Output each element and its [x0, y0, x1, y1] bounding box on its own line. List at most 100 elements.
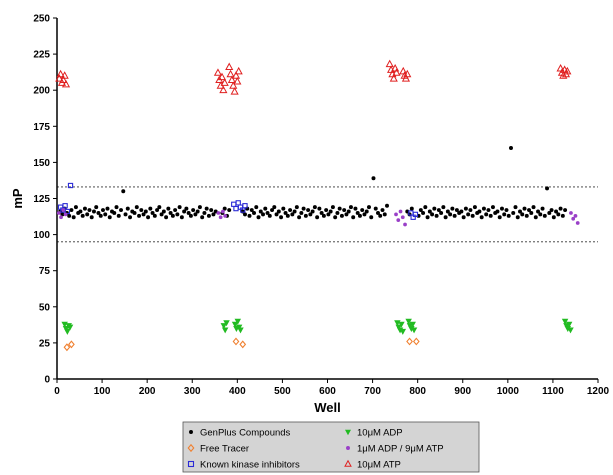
data-point — [132, 210, 137, 215]
data-point — [125, 206, 130, 211]
data-point — [223, 320, 230, 327]
data-point — [98, 213, 103, 218]
data-point — [529, 210, 534, 215]
data-point — [73, 205, 78, 210]
data-point — [369, 215, 374, 220]
data-point — [155, 208, 160, 213]
data-point — [520, 212, 525, 217]
data-point — [378, 213, 383, 218]
data-point — [364, 209, 369, 214]
data-point — [78, 209, 83, 214]
data-point — [506, 213, 511, 218]
data-point — [230, 87, 239, 95]
data-point — [150, 210, 155, 215]
data-point — [276, 209, 281, 214]
y-tick-label: 0 — [44, 375, 50, 386]
data-point — [399, 328, 407, 335]
data-point — [405, 318, 412, 325]
x-tick-label: 800 — [409, 386, 426, 397]
data-point — [80, 213, 85, 218]
data-point — [101, 208, 105, 213]
data-point — [421, 210, 426, 215]
data-point — [409, 206, 414, 211]
data-point — [328, 209, 333, 214]
data-point — [324, 208, 329, 213]
data-point — [389, 74, 398, 82]
data-point — [116, 213, 121, 218]
data-point — [233, 205, 239, 212]
data-point — [71, 215, 76, 220]
data-point — [173, 208, 178, 213]
data-point — [68, 340, 75, 349]
series-1 — [63, 337, 420, 352]
data-point — [274, 212, 279, 217]
data-point — [297, 215, 302, 220]
data-point — [536, 209, 541, 214]
x-tick-label: 1000 — [497, 386, 520, 397]
data-point — [137, 213, 142, 218]
x-tick-label: 500 — [274, 386, 291, 397]
data-point — [87, 208, 92, 213]
data-point — [531, 205, 536, 210]
data-point — [575, 221, 580, 225]
data-point — [461, 215, 466, 220]
data-point — [56, 211, 61, 215]
data-point — [121, 189, 126, 194]
y-tick-label: 225 — [33, 50, 50, 61]
data-point — [394, 212, 398, 217]
legend-marker — [346, 446, 350, 450]
data-point — [560, 213, 565, 218]
legend-marker — [187, 443, 195, 453]
data-point — [466, 212, 471, 217]
data-point — [527, 208, 532, 213]
data-point — [123, 212, 128, 217]
y-tick-label: 100 — [33, 230, 50, 241]
data-point — [243, 212, 247, 217]
legend-item: 10μM ADP — [345, 428, 403, 439]
data-point — [561, 318, 569, 325]
series-4 — [56, 208, 580, 227]
data-point — [308, 212, 313, 217]
data-point — [463, 206, 468, 211]
data-point — [366, 205, 371, 210]
data-point — [211, 212, 216, 217]
data-point — [64, 208, 71, 215]
legend-label: Free Tracer — [200, 444, 249, 455]
x-tick-label: 300 — [184, 386, 201, 397]
data-point — [209, 208, 214, 213]
y-tick-label: 150 — [33, 158, 50, 169]
data-point — [551, 215, 556, 220]
x-tick-label: 700 — [364, 386, 381, 397]
legend-label: GenPlus Compounds — [200, 428, 291, 439]
y-tick-label: 50 — [39, 302, 51, 313]
data-point — [432, 206, 437, 211]
data-point — [406, 337, 413, 346]
y-tick-label: 75 — [39, 266, 51, 277]
data-point — [484, 212, 489, 217]
legend-item: GenPlus Compounds — [189, 428, 291, 439]
x-tick-label: 1200 — [587, 386, 610, 397]
data-point — [385, 203, 389, 208]
data-point — [237, 327, 244, 334]
data-point — [235, 200, 241, 206]
data-point — [139, 208, 144, 213]
legend-marker — [187, 460, 195, 468]
y-tick-label: 125 — [33, 194, 50, 205]
data-point — [504, 208, 509, 213]
data-points — [55, 59, 580, 352]
data-point — [454, 208, 459, 213]
x-axis-label: Well — [314, 400, 341, 415]
data-point — [60, 71, 69, 79]
legend-label: Known kinase inhibitors — [200, 460, 300, 471]
data-point — [206, 213, 211, 218]
data-point — [360, 208, 365, 213]
data-point — [398, 209, 403, 214]
data-point — [333, 215, 338, 220]
data-point — [441, 205, 446, 210]
data-point — [499, 206, 504, 211]
data-point — [279, 215, 284, 220]
data-point — [182, 209, 187, 214]
data-point — [542, 213, 547, 218]
data-point — [436, 208, 441, 213]
data-point — [146, 215, 151, 220]
